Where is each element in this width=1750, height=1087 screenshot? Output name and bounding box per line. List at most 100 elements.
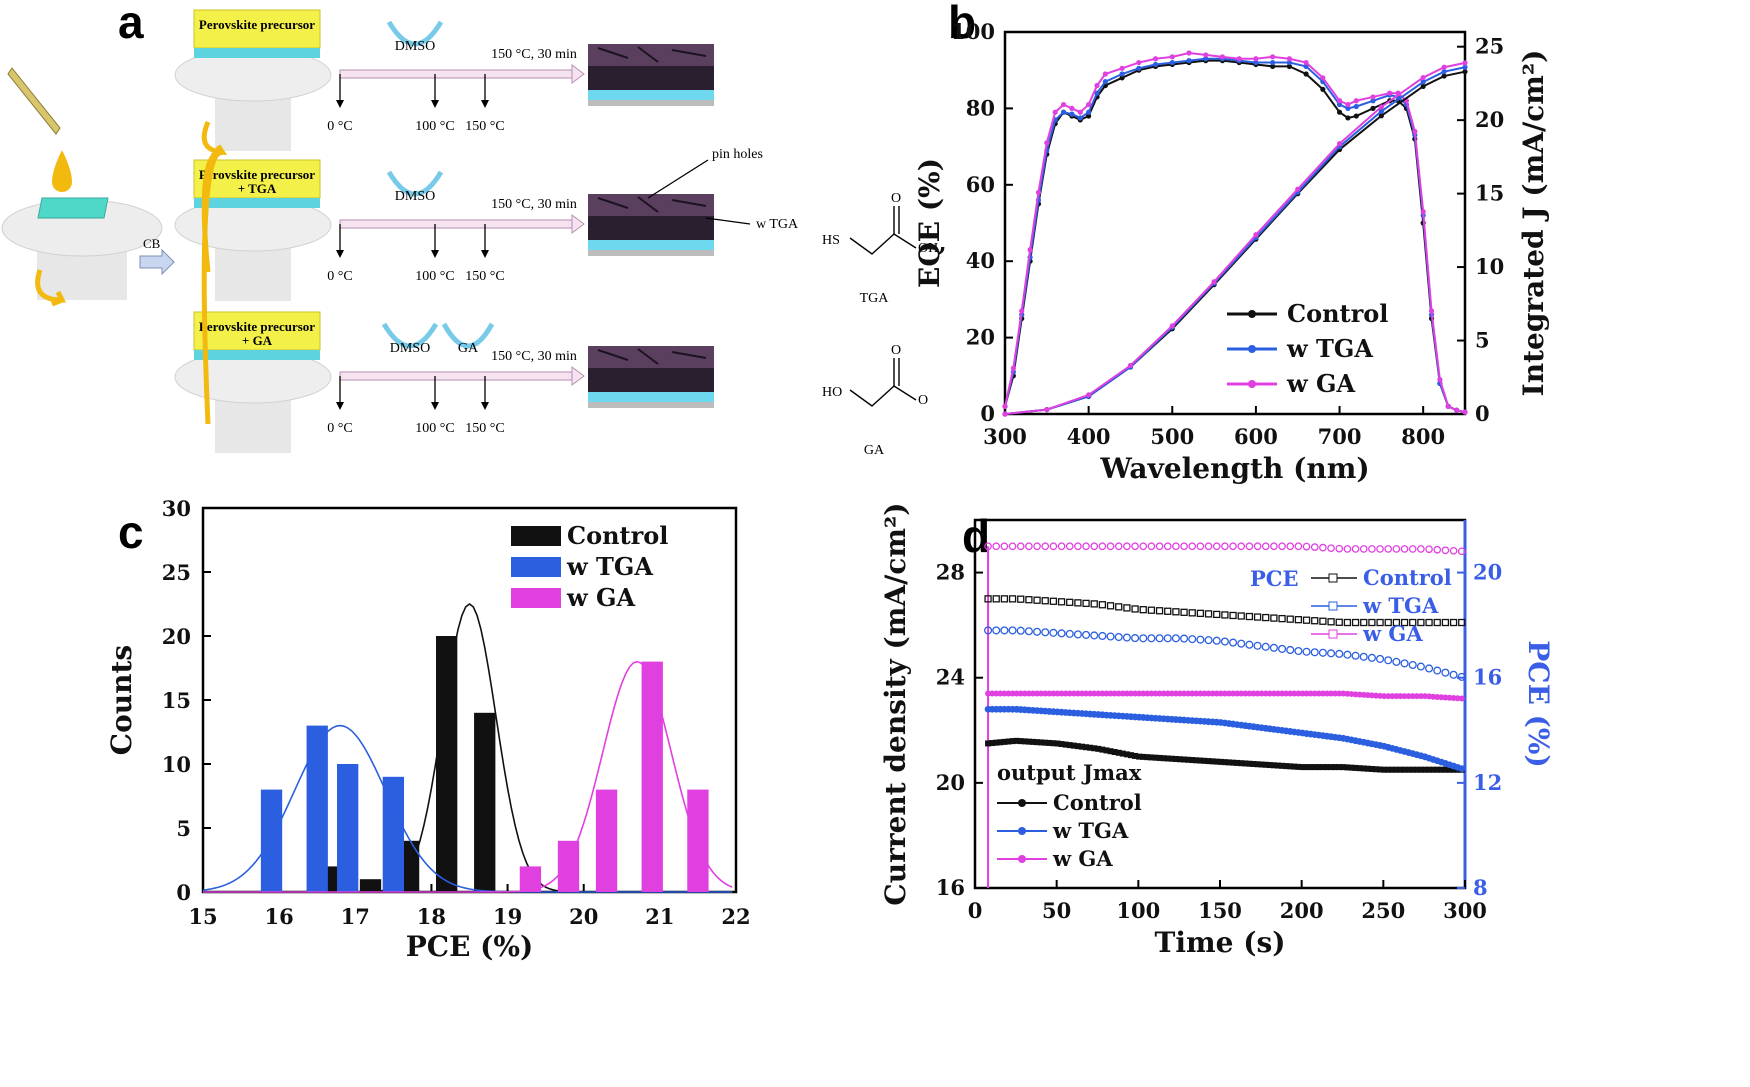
pce-point-tga (1416, 662, 1425, 671)
pce-point-control (1400, 618, 1409, 627)
pce-histogram: 15 16 17 18 19 20 21 22 0 5 10 15 20 25 30 PCE (%) Count… (105, 496, 751, 963)
pce-point-control (1106, 602, 1115, 610)
x-tick-label: 300 (1443, 898, 1487, 923)
pce-point-control (1172, 608, 1180, 616)
temperature-label: 100 °C (415, 119, 454, 134)
pce-point-ga (1441, 546, 1450, 555)
pce-point-tga (1163, 634, 1172, 643)
pce-point-control (1164, 607, 1172, 615)
pce-point-ga (1188, 542, 1197, 551)
pce-point-ga (1049, 542, 1058, 551)
jmax-point-control (1050, 740, 1057, 747)
tga-film-label: w TGA (756, 217, 799, 232)
substrate-label: Perovskite precursor (199, 319, 315, 334)
pce-point-control (1286, 615, 1294, 623)
bar-w GA (595, 789, 618, 892)
jmax-point-control (1377, 766, 1384, 773)
pce-point-control (1449, 618, 1458, 627)
jmax-point-control (1083, 744, 1090, 751)
pce-point-ga (1392, 545, 1401, 553)
pce-point-control (1237, 612, 1245, 620)
pce-point-ga (1237, 542, 1246, 551)
jmax-point-control (1095, 745, 1102, 752)
pce-point-ga (1033, 542, 1041, 551)
temperature-label: 150 °C (465, 421, 504, 436)
eqe-point (1027, 247, 1033, 253)
pce-point-control (1123, 604, 1131, 612)
jmax-point-control (1115, 749, 1122, 756)
jmax-point-control (1140, 753, 1147, 760)
pce-legend-marker (1328, 601, 1338, 611)
jmax-point-control (1160, 755, 1167, 762)
jmax-point-control (1221, 759, 1228, 766)
integrated-j-point (1127, 362, 1134, 369)
substrate-base-icon (194, 198, 320, 208)
timeline-tick-arrow (481, 100, 489, 108)
jmax-legend-marker (1018, 827, 1026, 835)
eqe-point (1286, 56, 1292, 62)
jmax-point-control (1413, 766, 1420, 773)
pce-point-tga (1400, 659, 1409, 668)
pce-point-tga (1065, 629, 1074, 638)
jmax-point-control (1042, 739, 1049, 746)
pce-point-ga (1025, 542, 1033, 551)
y2-tick-label: 8 (1473, 875, 1488, 900)
jmax-point-control (1213, 758, 1220, 765)
jmax-point-control (1132, 752, 1139, 759)
temperature-label: 100 °C (415, 421, 454, 436)
pce-point-tga (1327, 649, 1336, 658)
y-tick-label: 40 (966, 248, 995, 273)
legend-swatch (511, 588, 561, 608)
film-substrate-icon (588, 392, 714, 402)
substrate-label: Perovskite precursor (199, 17, 315, 32)
pce-point-control (1384, 618, 1392, 627)
pce-point-tga (1057, 629, 1066, 638)
eqe-point (1303, 59, 1309, 66)
jmax-point-control (1270, 762, 1277, 769)
eqe-point (1345, 105, 1351, 111)
bar-w TGA (382, 776, 405, 892)
grain-boundary-icon (597, 348, 707, 365)
eqe-point (1010, 365, 1016, 371)
stability-chart: 0 50 100 150 200 250 300 16 20 24 28 8 12 16 20 Time (s… (879, 502, 1555, 959)
jmax-point-control (1295, 763, 1302, 770)
pce-point-tga (1457, 672, 1466, 681)
x-tick-label: 18 (417, 904, 446, 929)
jmax-point-control (1062, 741, 1069, 748)
x-tick-label: 21 (645, 904, 674, 929)
eqe-point (1270, 63, 1276, 69)
legend-label: w GA (566, 583, 636, 612)
x-tick-label: 500 (1150, 424, 1194, 449)
pce-point-tga (1082, 630, 1091, 639)
eqe-point (1219, 54, 1226, 60)
substrate-label: Perovskite precursor (199, 167, 315, 182)
integrated-j-line-Control (1004, 70, 1466, 415)
jmax-point-control (1087, 744, 1094, 751)
jmax-point-control (1348, 764, 1355, 771)
integrated-j-point (1462, 69, 1468, 75)
bar-w TGA (306, 725, 328, 892)
jmax-point-control (1181, 756, 1188, 763)
pce-point-tga (1000, 626, 1009, 635)
pce-point-ga (1408, 545, 1417, 553)
film-substrate-icon (588, 90, 714, 100)
pce-point-control (1262, 613, 1270, 622)
pce-point-tga (1049, 628, 1058, 637)
jmax-point-control (1005, 738, 1012, 745)
jmax-point-control (1001, 738, 1008, 745)
eqe-point (1428, 308, 1435, 314)
legend-marker (1248, 380, 1256, 388)
eqe-point (1370, 94, 1376, 100)
pce-point-tga (1041, 628, 1050, 637)
pce-point-ga (984, 542, 992, 551)
pinhole-label: pin holes (712, 147, 763, 162)
pce-point-tga (1286, 645, 1295, 655)
pce-point-ga (1253, 542, 1262, 551)
pce-point-ga (1123, 542, 1131, 551)
timeline-tick-arrow (481, 250, 489, 258)
eqe-point (1253, 59, 1259, 66)
eqe-point (1253, 56, 1259, 62)
pce-point-control (1147, 606, 1156, 614)
tga-pointer (705, 217, 751, 225)
y-tick-label: 20 (936, 770, 965, 795)
